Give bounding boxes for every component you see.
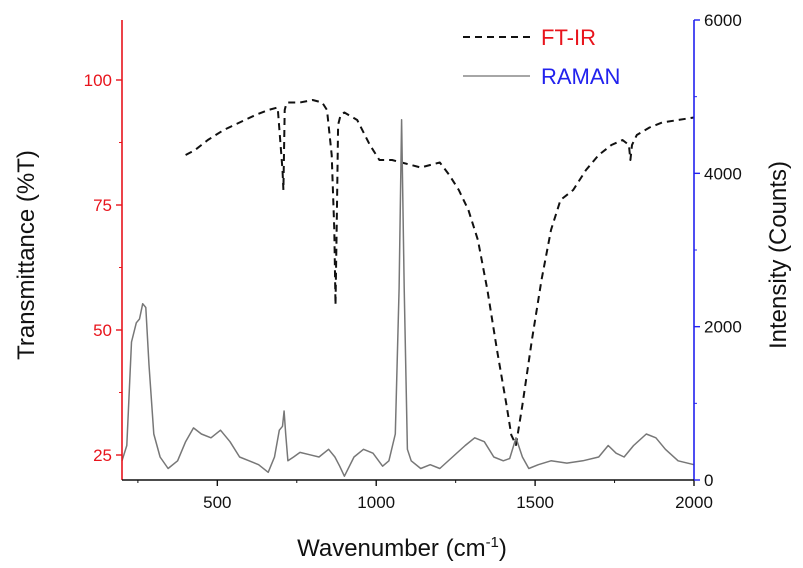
ftir-series-line (185, 99, 695, 446)
left-y-tick-label: 50 (93, 321, 112, 340)
left-y-tick-label: 25 (93, 446, 112, 465)
x-axis-title: Wavenumber (cm-1) (297, 534, 507, 562)
right-y-axis-title: Intensity (Counts) (765, 161, 792, 349)
left-y-tick-label: 100 (84, 71, 112, 90)
right-y-tick-label: 2000 (704, 318, 742, 337)
x-axis-title-superscript: -1 (486, 534, 499, 551)
x-axis-title-main: Wavenumber (cm (297, 535, 485, 562)
x-tick-label: 500 (203, 493, 231, 512)
left-y-tick-label: 75 (93, 196, 112, 215)
legend-raman-label: RAMAN (541, 64, 620, 89)
right-y-tick-label: 6000 (704, 11, 742, 30)
x-tick-label: 1000 (357, 493, 395, 512)
x-tick-label: 1500 (516, 493, 554, 512)
right-y-tick-label: 4000 (704, 164, 742, 183)
left-y-axis-title: Transmittance (%T) (13, 150, 40, 360)
legend-ftir-label: FT-IR (541, 25, 596, 50)
axes-layer (121, 20, 695, 481)
series-layer (121, 99, 695, 477)
right-y-tick-label: 0 (704, 471, 713, 490)
legend: FT-IR RAMAN (463, 25, 620, 89)
x-tick-label: 2000 (675, 493, 713, 512)
raman-series-line (121, 118, 695, 477)
x-axis-title-suffix: ) (499, 535, 507, 562)
